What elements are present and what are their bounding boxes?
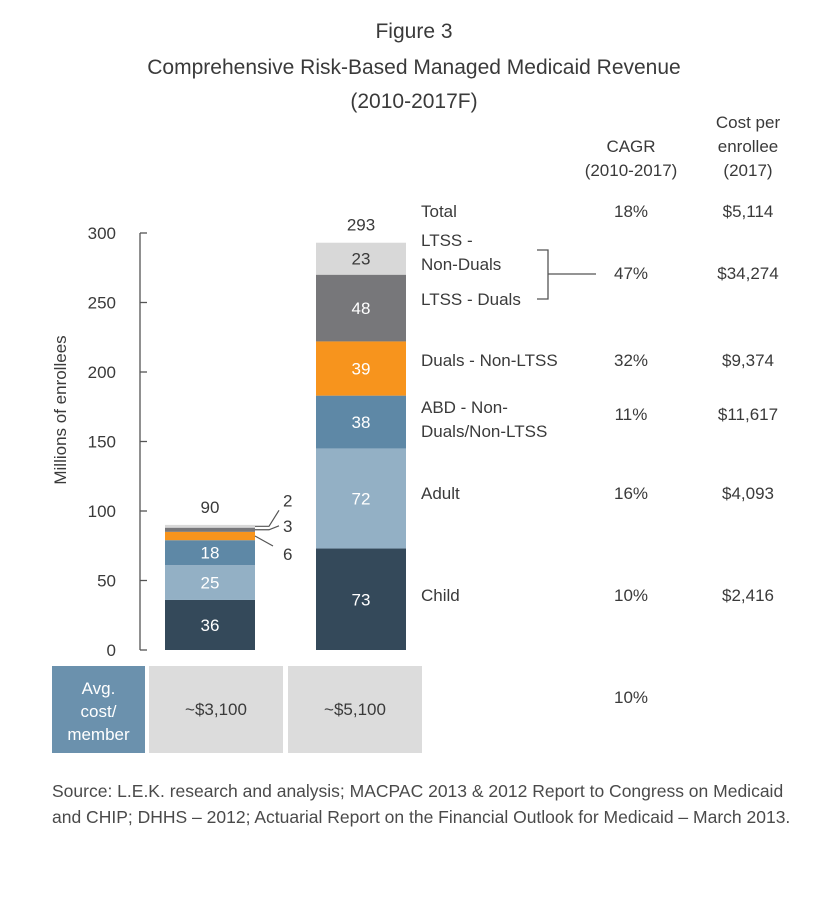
bar-value-label: 18: [201, 544, 220, 563]
cost-value: $4,093: [722, 484, 774, 503]
y-tick-label: 250: [88, 294, 116, 313]
bar-total-label: 90: [201, 498, 220, 517]
bar-segment: [316, 448, 406, 549]
cost-cell: [149, 666, 283, 753]
callout-line: [255, 525, 280, 531]
cost-label-text: Avg.: [82, 679, 116, 698]
ltss-bracket: [537, 249, 549, 300]
cost-label-cell: [52, 666, 145, 753]
y-tick-label: 0: [107, 641, 116, 660]
y-tick-label: 50: [97, 572, 116, 591]
cost-value: $34,274: [717, 264, 778, 283]
legend-label: Non-Duals: [421, 255, 501, 274]
cost-value: $11,617: [718, 405, 778, 424]
bar-segment: [165, 540, 255, 566]
bar-value-label: 23: [352, 250, 371, 269]
cost-value: $9,374: [722, 351, 774, 370]
legend-label: ABD - Non-: [421, 398, 508, 417]
cost-header: enrollee: [718, 137, 779, 156]
legend-label: LTSS -: [421, 231, 473, 250]
y-axis-title: Millions of enrollees: [51, 335, 70, 484]
y-tick-label: 200: [88, 363, 116, 382]
bar-value-label: 48: [352, 299, 371, 318]
callout-label: 2: [283, 491, 292, 510]
bar-segment: [165, 565, 255, 600]
cagr-header: (2010-2017): [585, 161, 678, 180]
bar-value-label: 38: [352, 413, 371, 432]
cagr-value: 16%: [614, 484, 648, 503]
bar-value-label: 73: [352, 590, 371, 609]
cost-cell-value: ~$5,100: [324, 700, 386, 719]
bar-value-label: 39: [352, 360, 371, 379]
cagr-value: 18%: [614, 202, 648, 221]
cost-cagr-value: 10%: [614, 688, 648, 707]
bar-segment: [165, 524, 255, 528]
cost-cell: [288, 666, 422, 753]
bar-segment: [316, 548, 406, 650]
callout-line: [254, 535, 274, 547]
legend-label: LTSS - Duals: [421, 290, 521, 309]
figure-label: Figure 3: [375, 20, 453, 43]
cost-header: Cost per: [716, 113, 781, 132]
legend-label: Duals/Non-LTSS: [421, 422, 547, 441]
y-tick-label: 150: [88, 433, 116, 452]
source-note: Source: L.E.K. research and analysis; MA…: [52, 781, 791, 827]
cost-cell-value: ~$3,100: [185, 700, 247, 719]
bar-segment: [316, 274, 406, 342]
bar-value-label: 36: [201, 616, 220, 635]
legend-label: Total: [421, 202, 457, 221]
bar-segment: [165, 599, 255, 650]
legend: Total LTSS - Non-Duals LTSS - Duals Duals - …: [421, 202, 596, 605]
chart-title: Comprehensive Risk-Based Managed Medicai…: [147, 56, 681, 79]
cost-label-text: member: [67, 725, 130, 744]
y-axis: 0 50 100 150 200 250 300 Millions of enrollees: [51, 224, 147, 660]
callout-line: [255, 509, 280, 527]
cost-header: (2017): [723, 161, 772, 180]
bar-segment: [165, 527, 255, 532]
cagr-value: 32%: [614, 351, 648, 370]
bar-segment: [316, 341, 406, 396]
cagr-cost-table: CAGR (2010-2017) Cost per enrollee (2017) 18%…: [585, 113, 781, 605]
cost-label-text: cost/: [81, 702, 117, 721]
chart-subtitle: (2010-2017F): [350, 90, 478, 113]
cost-value: $5,114: [723, 202, 774, 221]
cagr-value: 10%: [614, 586, 648, 605]
callout-label: 3: [283, 517, 292, 536]
cagr-header: CAGR: [606, 137, 655, 156]
bar-segment: [316, 242, 406, 275]
y-tick-label: 100: [88, 502, 116, 521]
bar-value-label: 25: [201, 574, 220, 593]
y-tick-label: 300: [88, 224, 116, 243]
bar-segment: [316, 395, 406, 449]
cagr-value: 47%: [614, 264, 648, 283]
bar-value-label: 72: [352, 489, 371, 508]
callout-label: 6: [283, 545, 292, 564]
cost-value: $2,416: [722, 586, 774, 605]
cagr-value: 11%: [615, 405, 648, 424]
legend-label: Duals - Non-LTSS: [421, 351, 558, 370]
legend-label: Adult: [421, 484, 460, 503]
bar-total-label: 293: [347, 216, 375, 235]
bar-segment: [165, 531, 255, 541]
avg-cost-table: Avg. cost/member ~$3,100 ~$5,100 10%: [52, 666, 648, 753]
legend-label: Child: [421, 586, 460, 605]
